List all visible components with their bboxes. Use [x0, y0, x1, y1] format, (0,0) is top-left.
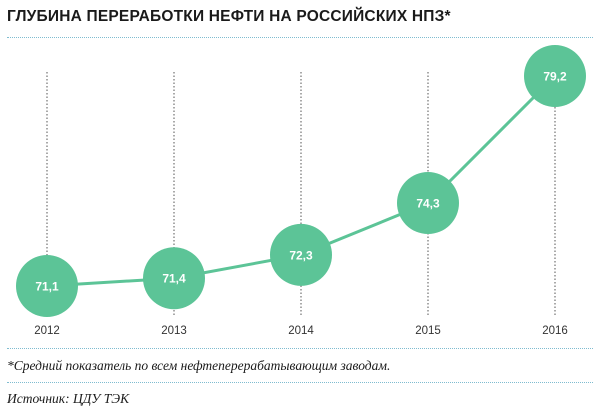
- chart-title: ГЛУБИНА ПЕРЕРАБОТКИ НЕФТИ НА РОССИЙСКИХ …: [7, 8, 451, 25]
- bottom-divider: [7, 382, 593, 383]
- x-tick-label-2016: 2016: [542, 325, 568, 337]
- data-label-2015: 74,3: [416, 197, 440, 211]
- data-point-2012: [16, 255, 78, 317]
- data-label-2013: 71,4: [162, 272, 186, 286]
- x-tick-label-2012: 2012: [34, 325, 60, 337]
- data-point-2015: [397, 172, 459, 235]
- data-point-2016: [524, 45, 586, 107]
- data-label-2014: 72,3: [289, 248, 313, 262]
- data-label-2016: 79,2: [543, 70, 567, 84]
- x-axis-tick-labels: 2012 2013 2014 2015 2016: [34, 325, 568, 337]
- data-point-2013: [143, 247, 205, 310]
- line-chart: 71,171,472,374,379,2 2012 2013 2014 2015 201…: [16, 45, 586, 337]
- data-point-2014: [270, 223, 332, 286]
- data-points: 71,1 71,4 72,3 74,3 79,2: [16, 45, 586, 317]
- top-divider: [7, 37, 593, 38]
- source-note: Источник: ЦДУ ТЭК: [7, 391, 130, 406]
- x-tick-label-2014: 2014: [288, 325, 314, 337]
- footnote: *Средний показатель по всем нефтеперераб…: [7, 358, 391, 373]
- x-tick-label-2013: 2013: [161, 325, 187, 337]
- data-label-2012: 71,1: [35, 280, 59, 294]
- x-tick-label-2015: 2015: [415, 325, 441, 337]
- middle-divider: [7, 348, 593, 349]
